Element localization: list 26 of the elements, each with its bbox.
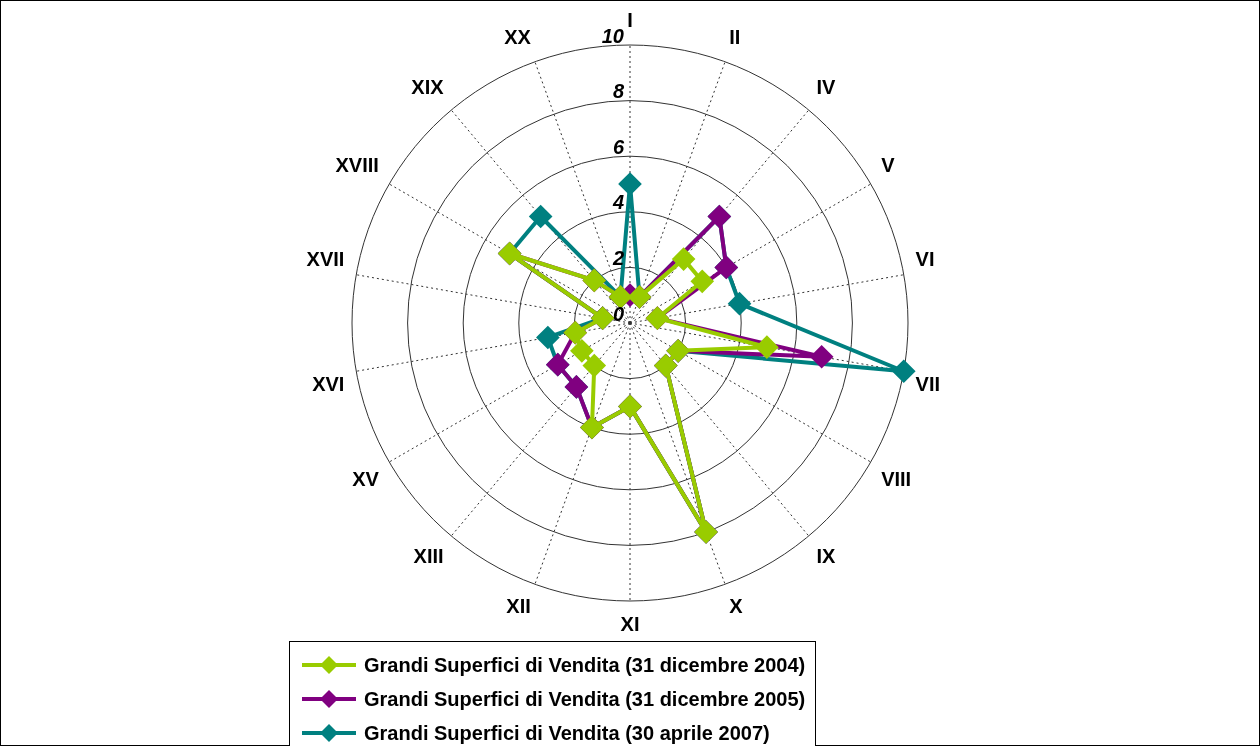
y-tick-label: 4 (611, 191, 624, 214)
legend-label: Grandi Superfici di Vendita (31 dicembre 2004) (364, 653, 806, 677)
spoke-label: I (627, 8, 633, 31)
legend-label: Grandi Superfici di Vendita (31 dicembre 2005) (364, 687, 806, 711)
spoke-label: XVII (306, 248, 345, 271)
spoke-label: IV (816, 76, 836, 99)
spoke-label: V (881, 153, 896, 176)
spoke-label: XVIII (335, 153, 379, 176)
spoke-label: VI (915, 248, 935, 271)
spoke-label: XVI (312, 372, 345, 395)
y-tick-label: 6 (612, 135, 625, 158)
spoke-label: XIX (411, 76, 445, 99)
y-tick-label: 8 (612, 80, 625, 103)
spoke-label: XIII (413, 544, 444, 567)
spoke-label: XV (352, 467, 380, 490)
y-tick-label: 10 (601, 24, 624, 47)
spoke-label: II (729, 26, 741, 48)
y-tick-label: 0 (612, 302, 624, 325)
spoke-label: XI (620, 612, 640, 635)
legend-label: Grandi Superfici di Vendita (30 aprile 2007) (364, 721, 770, 745)
spoke-label: VII (915, 372, 941, 395)
spoke-label: XII (506, 595, 531, 618)
spoke-label: X (729, 595, 744, 618)
spoke-label: IX (816, 544, 836, 567)
spoke-label: XX (504, 26, 532, 48)
spoke-label: VIII (881, 467, 912, 490)
